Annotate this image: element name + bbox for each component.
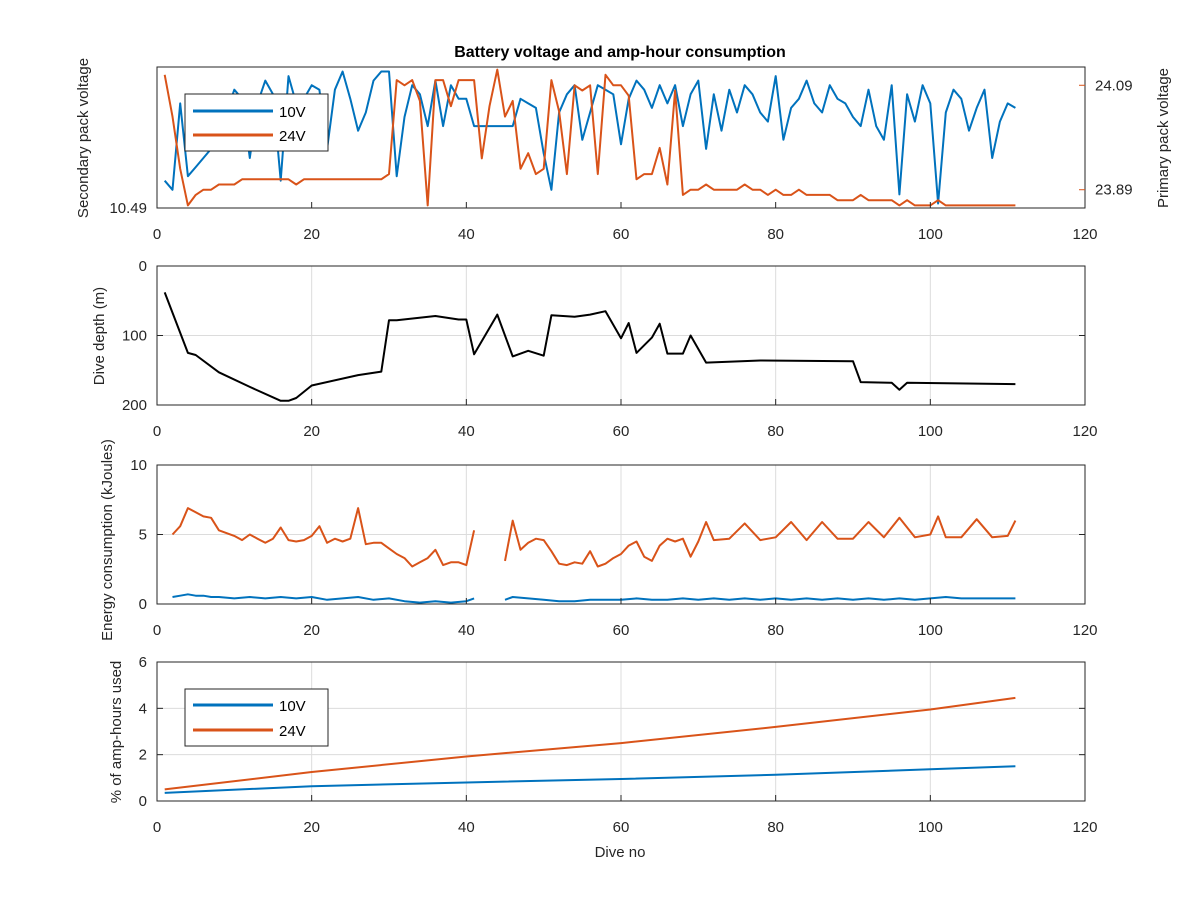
series-0-line (163, 292, 1016, 402)
y-tick-label: 0 (139, 596, 147, 613)
chart-title: Battery voltage and amp-hour consumption (454, 44, 786, 61)
amphours-legend: 10V 24V (184, 688, 329, 747)
x-tick-label: 120 (1072, 622, 1097, 639)
y-tick-label: 5 (139, 527, 147, 544)
x-tick-label: 40 (458, 819, 475, 836)
depth-y-ticks: 0 100 200 (122, 258, 1085, 414)
y-tick-label: 2 (139, 747, 147, 764)
x-tick-label: 40 (458, 423, 475, 440)
series-0-line (172, 593, 475, 604)
x-tick-label: 100 (918, 819, 943, 836)
y-tick-label: 100 (122, 328, 147, 345)
energy-consumption-label: Energy consumption (kJoules) (99, 439, 116, 641)
voltage-legend: 10V 24V (184, 93, 329, 152)
x-tick-label: 40 (458, 622, 475, 639)
energy-plot-area (171, 507, 1017, 604)
series-24v-line (164, 696, 1016, 791)
x-tick-label: 60 (613, 423, 630, 440)
x-tick-label: 100 (918, 226, 943, 243)
amphours-panel: 0 20 40 60 80 100 120 0 2 4 6 % of amp-hours used… (108, 654, 1098, 861)
x-tick-label: 0 (153, 622, 161, 639)
x-tick-label: 120 (1072, 423, 1097, 440)
primary-pack-voltage-label: Primary pack voltage (1155, 68, 1172, 208)
legend-24v-label: 24V (279, 128, 306, 145)
energy-y-ticks: 0 5 10 (130, 457, 1085, 613)
x-tick-label: 80 (767, 423, 784, 440)
x-tick-label: 60 (613, 622, 630, 639)
amphours-grid (157, 662, 1085, 801)
left-tick-label: 10.49 (109, 200, 147, 217)
y-tick-label: 6 (139, 654, 147, 671)
series-24v-line (163, 68, 1016, 207)
x-tick-label: 100 (918, 622, 943, 639)
right-tick-label: 23.89 (1095, 182, 1133, 199)
y-tick-label: 4 (139, 700, 147, 717)
x-tick-label: 80 (767, 622, 784, 639)
legend-10v-label: 10V (279, 104, 306, 121)
amphours-y-ticks: 0 2 4 6 (139, 654, 1085, 810)
voltage-left-ticks: 10.49 (109, 200, 147, 217)
x-tick-label: 80 (767, 226, 784, 243)
x-tick-label: 100 (918, 423, 943, 440)
x-tick-label: 0 (153, 423, 161, 440)
series-1-line (504, 515, 1017, 568)
amphours-plot-area (164, 696, 1016, 794)
y-tick-label: 10 (130, 457, 147, 474)
x-tick-label: 80 (767, 819, 784, 836)
legend2-10v-label: 10V (279, 698, 306, 715)
x-tick-label: 0 (153, 819, 161, 836)
x-tick-label: 60 (613, 226, 630, 243)
series-1-line (171, 507, 476, 568)
depth-plot-area (163, 292, 1016, 402)
y-tick-label: 0 (139, 793, 147, 810)
amphours-legend-box (184, 688, 329, 747)
x-tick-label: 20 (303, 622, 320, 639)
right-tick-label: 24.09 (1095, 77, 1133, 94)
dive-depth-label: Dive depth (m) (91, 287, 108, 385)
x-tick-label: 20 (303, 226, 320, 243)
x-tick-label: 120 (1072, 226, 1097, 243)
voltage-right-ticks: 24.09 23.89 (1079, 77, 1133, 199)
x-tick-label: 20 (303, 423, 320, 440)
amp-hours-label: % of amp-hours used (108, 661, 125, 804)
x-tick-label: 120 (1072, 819, 1097, 836)
secondary-pack-voltage-label: Secondary pack voltage (75, 58, 92, 218)
series-0-line (504, 596, 1016, 603)
voltage-panel: 0 20 40 60 80 100 120 10.49 24.09 23.89 Battery… (75, 44, 1172, 243)
y-tick-label: 200 (122, 397, 147, 414)
y-tick-label: 0 (139, 258, 147, 275)
x-tick-label: 0 (153, 226, 161, 243)
energy-panel: 0 20 40 60 80 100 120 0 5 10 Energy consumption … (99, 439, 1098, 641)
dive-no-label: Dive no (595, 844, 646, 861)
amphours-x-ticks: 0 20 40 60 80 100 120 (153, 795, 1098, 836)
energy-x-ticks: 0 20 40 60 80 100 120 (153, 598, 1098, 639)
depth-panel: 0 20 40 60 80 100 120 0 100 200 Dive depth (m) (91, 258, 1098, 440)
legend2-24v-label: 24V (279, 723, 306, 740)
voltage-x-ticks: 0 20 40 60 80 100 120 (153, 202, 1098, 243)
voltage-legend-box (184, 93, 329, 152)
depth-x-ticks: 0 20 40 60 80 100 120 (153, 399, 1098, 440)
x-tick-label: 20 (303, 819, 320, 836)
depth-grid (157, 266, 1085, 405)
series-10v-line (164, 765, 1016, 794)
x-tick-label: 40 (458, 226, 475, 243)
x-tick-label: 60 (613, 819, 630, 836)
